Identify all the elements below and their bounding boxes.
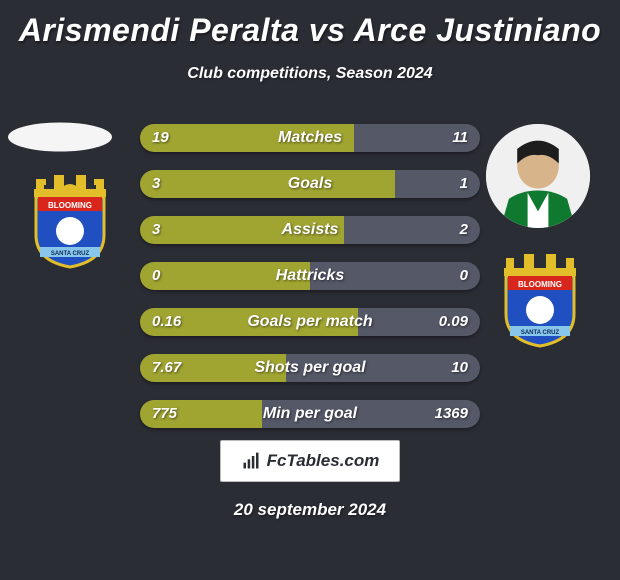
stat-bar-left — [140, 354, 286, 382]
stat-bar-right — [358, 308, 480, 336]
stat-bar-right — [344, 216, 480, 244]
stat-row: Min per goal7751369 — [140, 400, 480, 428]
date-text: 20 september 2024 — [0, 500, 620, 520]
stat-bar-right — [310, 262, 480, 290]
svg-text:SANTA CRUZ: SANTA CRUZ — [521, 330, 560, 336]
stat-bar-right — [395, 170, 480, 198]
subtitle: Club competitions, Season 2024 — [0, 65, 620, 83]
stat-row: Shots per goal7.6710 — [140, 354, 480, 382]
svg-text:SANTA CRUZ: SANTA CRUZ — [51, 251, 90, 257]
club-crest-right: BLOOMING SANTA CRUZ — [490, 254, 590, 348]
stat-bar-left — [140, 216, 344, 244]
svg-text:BLOOMING: BLOOMING — [518, 280, 562, 289]
stat-bar-left — [140, 400, 262, 428]
club-crest-left: BLOOMING SANTA CRUZ — [20, 175, 120, 269]
svg-text:BLOOMING: BLOOMING — [48, 201, 92, 210]
stat-bar-left — [140, 308, 358, 336]
chart-icon — [241, 451, 261, 471]
player-right-portrait — [486, 124, 590, 228]
stat-bar-left — [140, 262, 310, 290]
stat-row: Goals per match0.160.09 — [140, 308, 480, 336]
stat-bar-right — [262, 400, 480, 428]
stat-row: Matches1911 — [140, 124, 480, 152]
stat-row: Assists32 — [140, 216, 480, 244]
stat-bar-right — [354, 124, 480, 152]
stat-bar-right — [286, 354, 480, 382]
stat-bar-left — [140, 124, 354, 152]
stat-row: Goals31 — [140, 170, 480, 198]
stat-bar-left — [140, 170, 395, 198]
page-title: Arismendi Peralta vs Arce Justiniano — [0, 0, 620, 49]
stat-row: Hattricks00 — [140, 262, 480, 290]
brand-text: FcTables.com — [267, 451, 380, 471]
comparison-bar-chart: Matches1911 Goals31 Assists32 Hattricks00 Go… — [140, 124, 480, 446]
player-left-portrait — [8, 122, 112, 151]
brand-badge: FcTables.com — [220, 440, 400, 482]
